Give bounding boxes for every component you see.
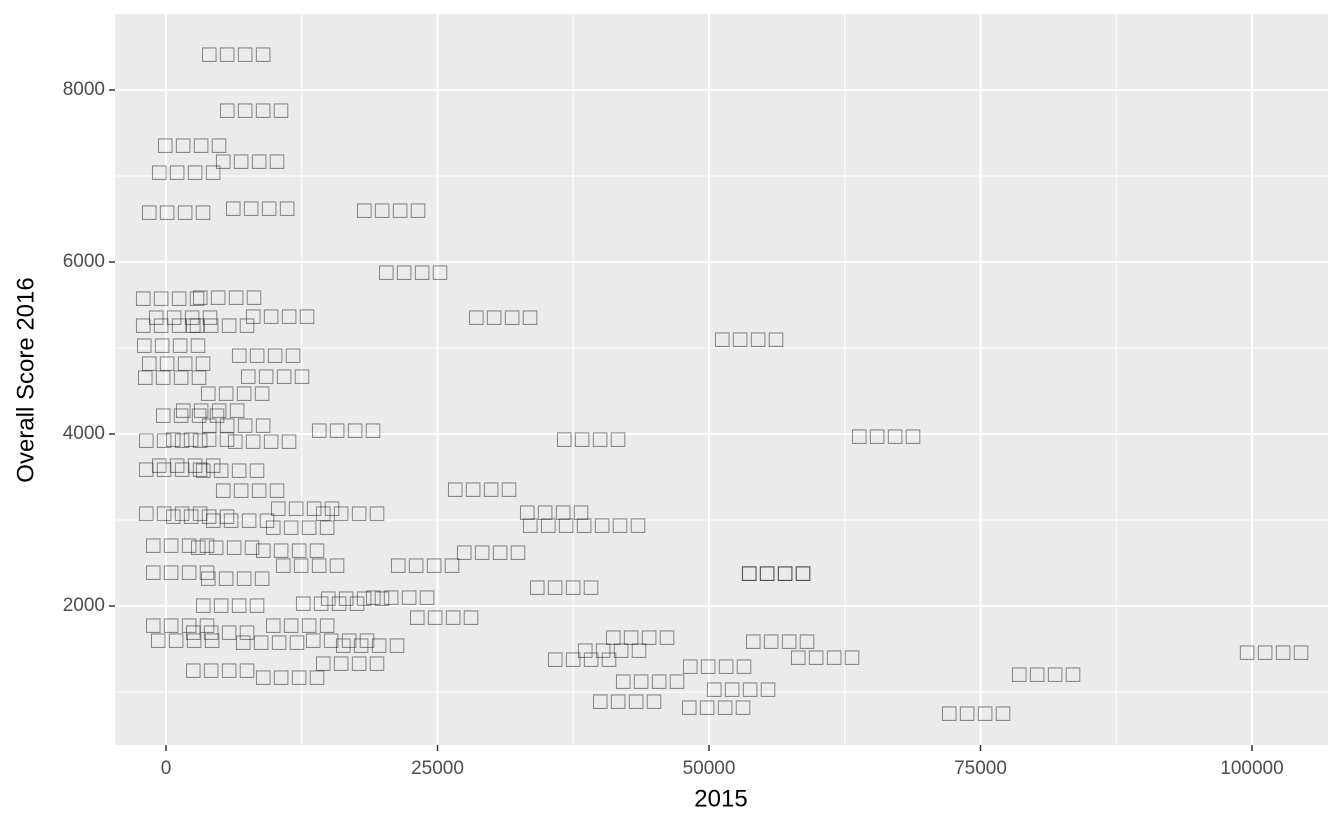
point-label: □□□□ — [940, 702, 1012, 724]
point-label: □□□□ — [334, 633, 406, 655]
point-label: □□□□ — [218, 99, 290, 121]
point-label: □□□□ — [234, 631, 306, 653]
point-label: □□□□ — [140, 201, 212, 223]
point-label: □□□□ — [614, 670, 686, 692]
point-label: □□□□ — [184, 314, 256, 336]
point-label: □□□□ — [604, 625, 676, 647]
point-label: □□□□ — [150, 160, 222, 182]
point-label: □□□□ — [150, 454, 222, 476]
point-label: □□□□ — [164, 428, 236, 450]
point-label: □□□□ — [156, 134, 228, 156]
point-label: □□□□ — [200, 42, 272, 64]
point-label: □□□□ — [681, 655, 753, 677]
y-tick-label: 2000 — [63, 595, 105, 616]
point-label: □□□□ — [467, 306, 539, 328]
point-label: □□□□ — [147, 306, 219, 328]
x-tick-label: 50000 — [683, 758, 736, 779]
point-label: □□□□ — [134, 287, 206, 309]
point-label: □□□□ — [789, 646, 861, 668]
point-label: □□□□□□□ — [521, 514, 647, 536]
point-label: □□□□ — [740, 562, 812, 584]
point-label: □□□□ — [194, 593, 266, 615]
point-label: □□□□ — [214, 479, 286, 501]
point-label: □□□□ — [591, 690, 663, 712]
y-axis-title: Overall Score 2016 — [12, 277, 39, 482]
point-label: □□□□ — [555, 428, 627, 450]
point-label: □□□□ — [705, 678, 777, 700]
point-label: □□□□ — [199, 566, 271, 588]
point-label: □□□□ — [244, 305, 316, 327]
panel — [115, 14, 1328, 745]
point-label: □□□□ — [377, 261, 449, 283]
x-tick-label: 100000 — [1220, 758, 1283, 779]
point-label: □□□□ — [254, 666, 326, 688]
point-label: □□□□ — [254, 539, 326, 561]
point-label: □□□□ — [174, 399, 246, 421]
point-label: □□□□ — [744, 630, 816, 652]
point-label: □□□□ — [446, 478, 518, 500]
point-label: □□□□ — [304, 628, 376, 650]
point-label: □□□□ — [194, 459, 266, 481]
point-label: □□□□ — [164, 504, 236, 526]
point-label: □□□□ — [184, 620, 256, 642]
point-label: □□□□ — [740, 562, 812, 584]
point-label: □□□□ — [137, 458, 209, 480]
x-axis-title: 2015 — [694, 785, 747, 812]
point-label: □□□□ — [518, 501, 590, 523]
y-tick-label: 4000 — [63, 423, 105, 444]
point-label: □□□□ — [319, 587, 391, 609]
point-label: □□□□ — [184, 659, 256, 681]
point-label: □□□□ — [713, 327, 785, 349]
point-label: □□□□ — [314, 502, 386, 524]
point-label: □□□□ — [680, 695, 752, 717]
point-label: □□□□ — [135, 334, 207, 356]
point-label: □□□□ — [528, 576, 600, 598]
x-tick-label: 0 — [161, 758, 172, 779]
point-label: □□□□ — [576, 639, 648, 661]
point-label: □□□□ — [204, 509, 276, 531]
point-label: □□□□ — [546, 648, 618, 670]
point-label: □□□□ — [149, 628, 221, 650]
x-tick-label: 25000 — [411, 758, 464, 779]
point-label: □□□□ — [1238, 641, 1310, 663]
point-label: □□□□ — [408, 606, 480, 628]
point-label: □□□□ — [136, 366, 208, 388]
point-label: □□□□ — [137, 502, 209, 524]
point-label: □□□□ — [230, 343, 302, 365]
point-label: □□□□ — [264, 515, 336, 537]
point-label: □□□□ — [314, 652, 386, 674]
point-label: □□□□ — [144, 561, 216, 583]
point-label: □□□□ — [310, 418, 382, 440]
point-label: □□□□ — [154, 404, 226, 426]
point-label: □□□□ — [140, 351, 212, 373]
point-label: □□□□ — [134, 314, 206, 336]
point-label: □□□□ — [239, 365, 311, 387]
point-label: □□□□ — [294, 592, 366, 614]
point-label: □□□□ — [274, 554, 346, 576]
point-label: □□□□ — [355, 198, 427, 220]
point-label: □□□□ — [191, 286, 263, 308]
point-label: □□□□ — [200, 413, 272, 435]
y-tick-label: 8000 — [63, 79, 105, 100]
point-label: □□□□ — [269, 496, 341, 518]
point-label: □□□□ — [389, 554, 461, 576]
point-label: □□□□ — [264, 614, 336, 636]
point-label: □□□□ — [137, 429, 209, 451]
point-label: □□□□ — [226, 429, 298, 451]
point-label: □□□□ — [850, 425, 922, 447]
point-label: □□□□ — [189, 536, 261, 558]
point-label: □□□□ — [364, 585, 436, 607]
point-label: □□□□ — [144, 614, 216, 636]
point-label: □□□□ — [214, 150, 286, 172]
point-label: □□□□ — [144, 534, 216, 556]
y-tick-label: 6000 — [63, 251, 105, 272]
point-label: □□□□ — [199, 382, 271, 404]
point-label: □□□□ — [455, 541, 527, 563]
point-label: □□□□ — [1010, 663, 1082, 685]
point-label: □□□□ — [224, 197, 296, 219]
x-tick-label: 75000 — [954, 758, 1007, 779]
